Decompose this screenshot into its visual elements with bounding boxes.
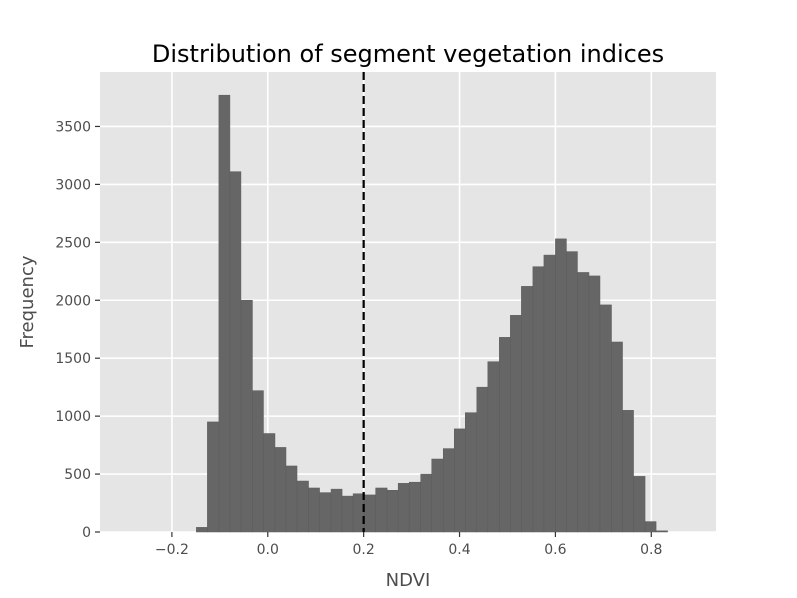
histogram-bar	[611, 341, 623, 533]
histogram-bar	[229, 171, 242, 533]
histogram-bar	[454, 428, 466, 533]
x-tick-label: 0.4	[448, 542, 470, 558]
histogram-bar	[263, 433, 276, 533]
y-tick-label: 2000	[55, 293, 91, 309]
histogram-bar	[420, 473, 432, 533]
histogram-bar	[196, 527, 208, 533]
chart-title: Distribution of segment vegetation indic…	[152, 40, 664, 68]
x-tick-label: 0.2	[353, 542, 375, 558]
histogram-bar	[386, 490, 399, 533]
histogram-bar	[465, 412, 478, 533]
histogram-bar	[296, 480, 309, 533]
histogram-bar	[408, 481, 421, 533]
histogram-bar	[240, 300, 253, 533]
histogram-bar	[330, 488, 343, 533]
x-axis-ticks: −0.2 0.0 0.2 0.4 0.6 0.8	[155, 532, 662, 558]
y-tick-label: 500	[64, 467, 91, 483]
histogram-bar	[521, 286, 534, 533]
x-tick-label: 0.6	[544, 542, 566, 558]
histogram-bar	[341, 495, 354, 533]
y-axis-label: Frequency	[17, 255, 38, 348]
histogram-bar	[285, 465, 298, 533]
histogram-bar	[442, 448, 455, 533]
histogram-bar	[476, 386, 489, 533]
histogram-bar	[555, 238, 567, 533]
histogram-bar	[633, 476, 646, 533]
x-tick-label: −0.2	[155, 542, 189, 558]
histogram-bar	[218, 94, 231, 533]
histogram-bar	[397, 483, 410, 533]
histogram-bar	[499, 337, 511, 533]
histogram-bar	[252, 390, 264, 533]
x-tick-label: 0.8	[640, 542, 662, 558]
histogram-bar	[599, 304, 612, 533]
histogram-bar	[577, 272, 590, 533]
histogram-bar	[364, 494, 376, 533]
histogram-bar	[588, 275, 601, 533]
histogram-bar	[644, 521, 657, 533]
histogram-bar	[207, 421, 220, 533]
x-axis-label: NDVI	[386, 570, 431, 591]
histogram-bar	[431, 458, 444, 533]
y-tick-label: 3000	[55, 177, 91, 193]
histogram-bar	[319, 492, 332, 533]
histogram-bar	[655, 530, 668, 533]
histogram-bar	[510, 315, 522, 533]
y-tick-label: 2500	[55, 235, 91, 251]
histogram-bar	[274, 447, 287, 533]
histogram-bars	[196, 94, 668, 533]
y-tick-label: 0	[82, 525, 91, 541]
y-axis-ticks: 0 500 1000 1500 2000 2500 3000 3500	[55, 119, 100, 541]
histogram-bar	[375, 487, 388, 533]
y-tick-label: 1500	[55, 351, 91, 367]
histogram-bar	[532, 266, 545, 533]
y-tick-label: 3500	[55, 119, 91, 135]
y-tick-label: 1000	[55, 409, 91, 425]
histogram-bar	[566, 251, 578, 533]
histogram-bar	[308, 487, 320, 533]
histogram-bar	[622, 410, 634, 533]
histogram-bar	[487, 361, 500, 533]
histogram-bar	[543, 254, 556, 533]
x-tick-label: 0.0	[257, 542, 279, 558]
